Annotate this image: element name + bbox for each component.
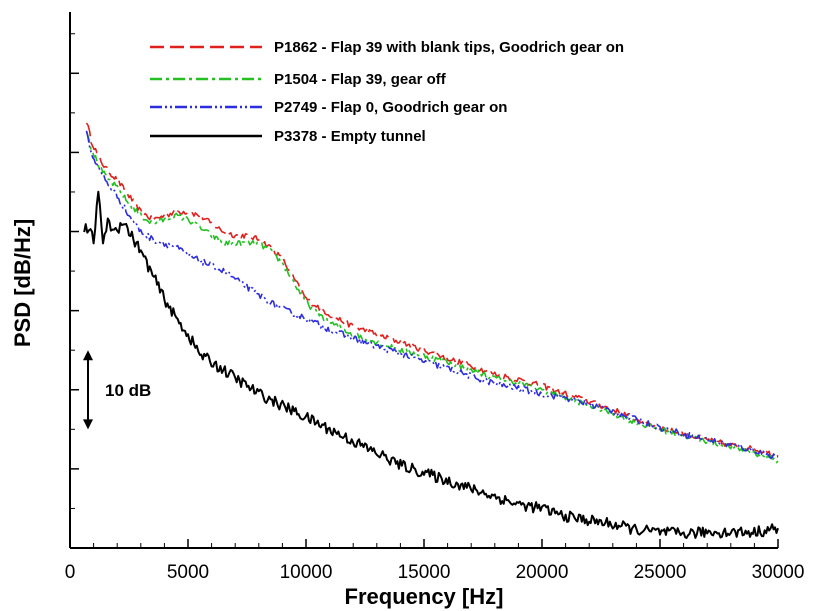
x-tick-label: 20000 <box>516 562 569 583</box>
plot-frame <box>69 12 778 549</box>
x-ticks: 0 5000 10000 15000 20000 25000 30000 <box>65 539 805 583</box>
series-layer <box>83 122 779 539</box>
y-axis-title: PSD [dB/Hz] <box>10 219 35 347</box>
x-tick-label: 0 <box>65 562 76 583</box>
scale-arrow-head-down <box>83 419 93 430</box>
legend-label-p1862: P1862 - Flap 39 with blank tips, Goodric… <box>274 39 624 56</box>
scale-arrow-head-up <box>83 350 93 361</box>
x-axis-title: Frequency [Hz] <box>345 584 504 609</box>
x-tick-label: 15000 <box>398 562 451 583</box>
x-tick-label: 10000 <box>280 562 333 583</box>
x-tick-label: 5000 <box>167 562 209 583</box>
scale-annotation: 10 dB <box>83 350 151 430</box>
legend: P1862 - Flap 39 with blank tips, Goodric… <box>150 39 624 145</box>
scale-annotation-label: 10 dB <box>105 381 151 400</box>
legend-label-p2749: P2749 - Flap 0, Goodrich gear on <box>274 99 507 116</box>
legend-label-p1504: P1504 - Flap 39, gear off <box>274 71 447 88</box>
series-line-p1862 <box>85 122 779 459</box>
y-ticks <box>70 33 79 509</box>
legend-label-p3378: P3378 - Empty tunnel <box>274 128 426 145</box>
series-line-p2749 <box>85 130 779 459</box>
x-tick-label: 30000 <box>752 562 805 583</box>
x-tick-label: 25000 <box>634 562 687 583</box>
series-line-p3378 <box>83 190 779 539</box>
series-line-p1504 <box>85 130 779 464</box>
